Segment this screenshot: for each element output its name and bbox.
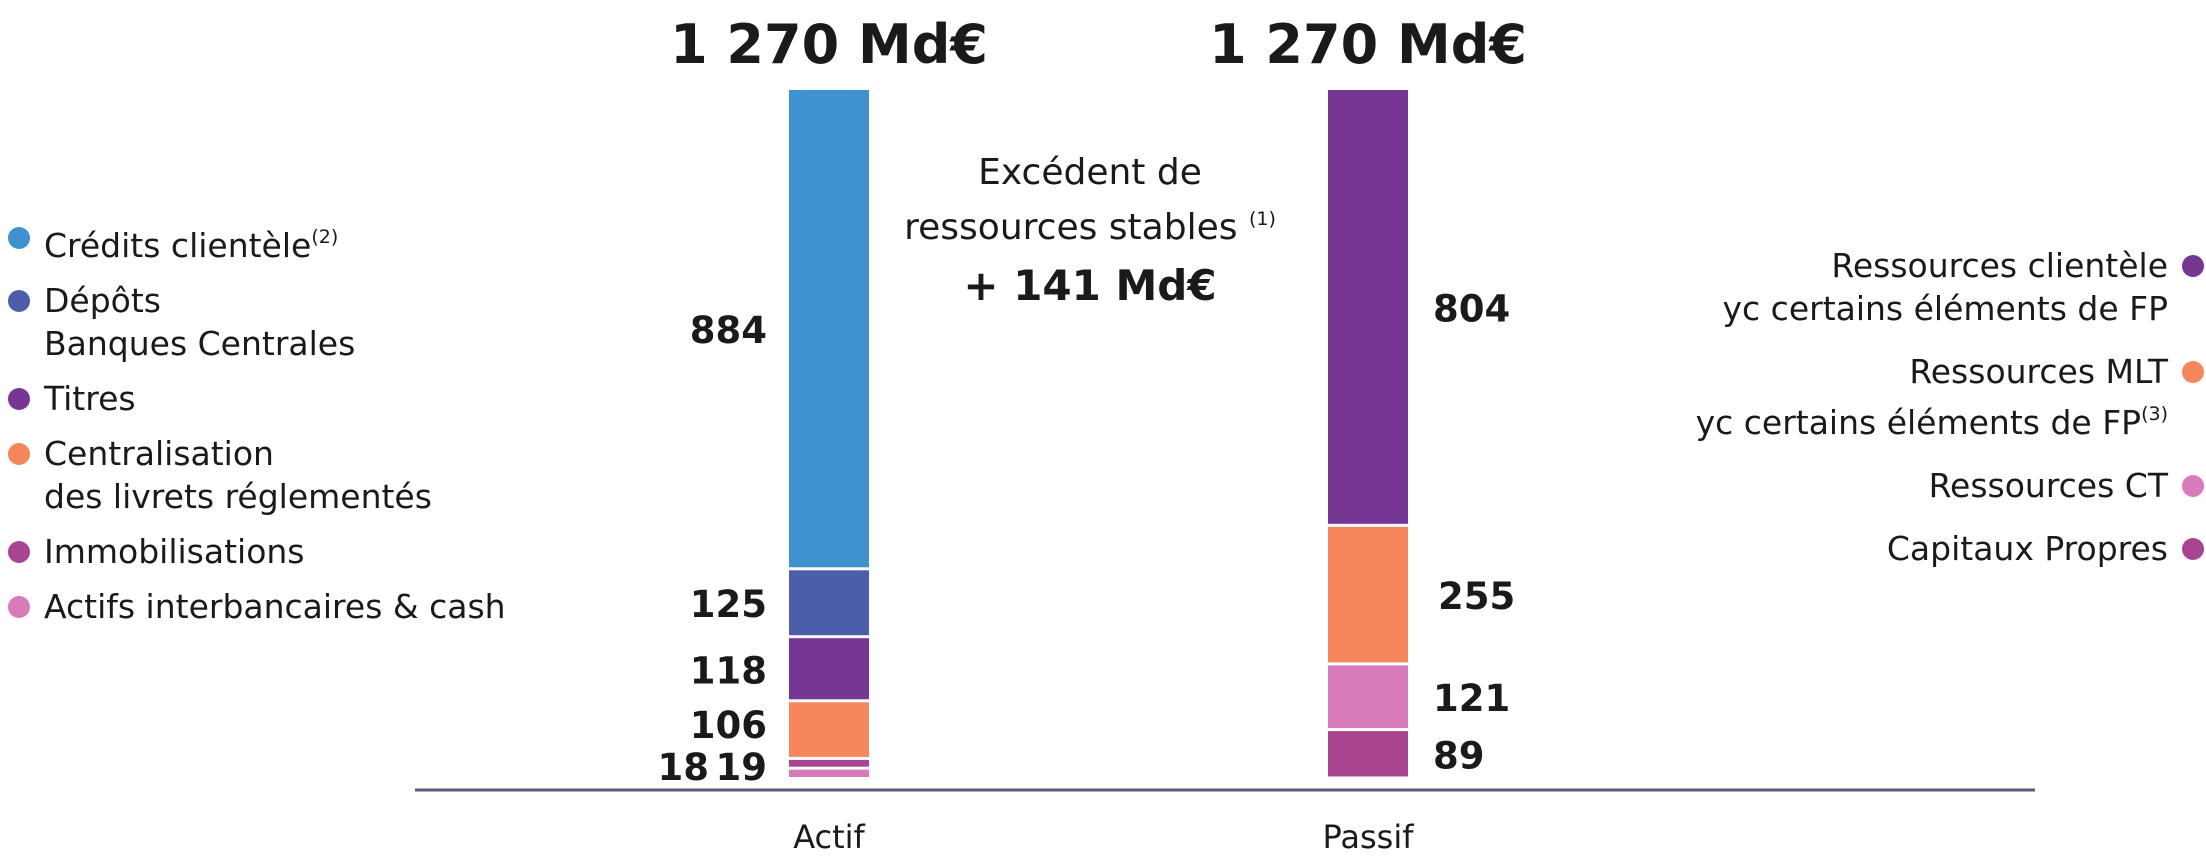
bar-actif-depots <box>789 570 869 636</box>
bar-passif-ressources-mlt <box>1328 526 1408 663</box>
value-label-passif-capitaux: 89 <box>1433 734 1485 777</box>
bar-actif-centralisation <box>789 702 869 757</box>
value-label-actif-centralisation: 106 <box>690 704 767 747</box>
annotation-value: + 141 Md€ <box>963 261 1217 310</box>
legend-item-depots-bc: Dépôts Banques Centrales <box>8 279 528 365</box>
legend-label-titres: Titres <box>44 379 136 418</box>
legend-item-actifs-interbancaires: Actifs interbancaires & cash <box>8 585 528 628</box>
legend-item-centralisation: Centralisation des livrets réglementés <box>8 432 528 518</box>
stable-resources-annotation: Excédent de ressources stables (1) + 141… <box>900 150 1280 310</box>
value-label-actif-credits: 884 <box>690 309 767 352</box>
legend-passif: Ressources clientèle yc certains élément… <box>1484 244 2204 590</box>
bar-actif-immobilisations <box>789 759 869 767</box>
total-label-passif: 1 270 Md€ <box>1209 13 1527 76</box>
legend-label-credits-clientele: Crédits clientèle <box>44 226 312 265</box>
legend-dot-actifs-interbancaires <box>8 596 30 618</box>
legend-dot-titres <box>8 388 30 410</box>
value-label-passif-clientele: 804 <box>1433 287 1510 330</box>
legend-dot-depots-bc <box>8 290 30 312</box>
legend-label-actifs-interbancaires: Actifs interbancaires & cash <box>44 587 506 626</box>
annotation-line2-wrap: ressources stables (1) <box>900 196 1280 251</box>
bar-passif-ressources-ct <box>1328 665 1408 729</box>
value-label-actif-interbancaires: 19 <box>716 746 768 789</box>
legend-label-centralisation: Centralisation des livrets réglementés <box>44 434 432 516</box>
legend-item-titres: Titres <box>8 377 528 420</box>
legend-item-ressources-mlt: Ressources MLT yc certains éléments de F… <box>1484 350 2204 444</box>
legend-item-ressources-ct: Ressources CT <box>1484 464 2204 507</box>
legend-dot-ressources-clientele <box>2182 255 2204 277</box>
value-label-actif-titres: 118 <box>690 649 767 692</box>
annotation-line1: Excédent de <box>978 152 1202 193</box>
legend-label-ressources-mlt: Ressources MLT yc certains éléments de F… <box>1695 352 2168 442</box>
bar-passif-capitaux-propres <box>1328 731 1408 777</box>
legend-label-ressources-clientele: Ressources clientèle yc certains élément… <box>1722 246 2168 328</box>
legend-dot-ressources-mlt <box>2182 361 2204 383</box>
value-label-passif-mlt: 255 <box>1438 575 1515 618</box>
annotation-note: (1) <box>1248 208 1276 230</box>
bars-group <box>789 90 1408 777</box>
legend-item-ressources-clientele: Ressources clientèle yc certains élément… <box>1484 244 2204 330</box>
legend-actif: Crédits clientèle(2) Dépôts Banques Cent… <box>8 216 528 640</box>
legend-label-immobilisations: Immobilisations <box>44 532 305 571</box>
legend-dot-credits-clientele <box>8 227 30 249</box>
value-label-actif-immobilisations: 18 <box>658 746 710 789</box>
legend-dot-immobilisations <box>8 541 30 563</box>
legend-label-ressources-ct: Ressources CT <box>1928 466 2168 505</box>
total-label-actif: 1 270 Md€ <box>670 13 988 76</box>
legend-dot-capitaux-propres <box>2182 538 2204 560</box>
legend-note-credits-clientele: (2) <box>311 226 339 248</box>
value-label-actif-depots: 125 <box>690 583 767 626</box>
legend-label-depots-bc: Dépôts Banques Centrales <box>44 281 356 363</box>
annotation-line2: ressources stables <box>904 207 1238 248</box>
bar-actif-actifs-interbancaires-cash <box>789 769 869 777</box>
legend-dot-ressources-ct <box>2182 475 2204 497</box>
value-label-passif-ct: 121 <box>1433 677 1510 720</box>
legend-note-ressources-mlt: (3) <box>2141 403 2168 425</box>
bar-actif-titres <box>789 638 869 700</box>
legend-item-credits-clientele: Crédits clientèle(2) <box>8 216 528 267</box>
legend-label-capitaux-propres: Capitaux Propres <box>1886 529 2168 568</box>
bar-actif-credits-clientele <box>789 90 869 568</box>
bar-passif-ressources-clientele <box>1328 90 1408 524</box>
category-label-passif: Passif <box>1323 818 1415 856</box>
category-label-actif: Actif <box>793 818 865 856</box>
legend-dot-centralisation <box>8 443 30 465</box>
legend-item-capitaux-propres: Capitaux Propres <box>1484 527 2204 570</box>
legend-item-immobilisations: Immobilisations <box>8 530 528 573</box>
